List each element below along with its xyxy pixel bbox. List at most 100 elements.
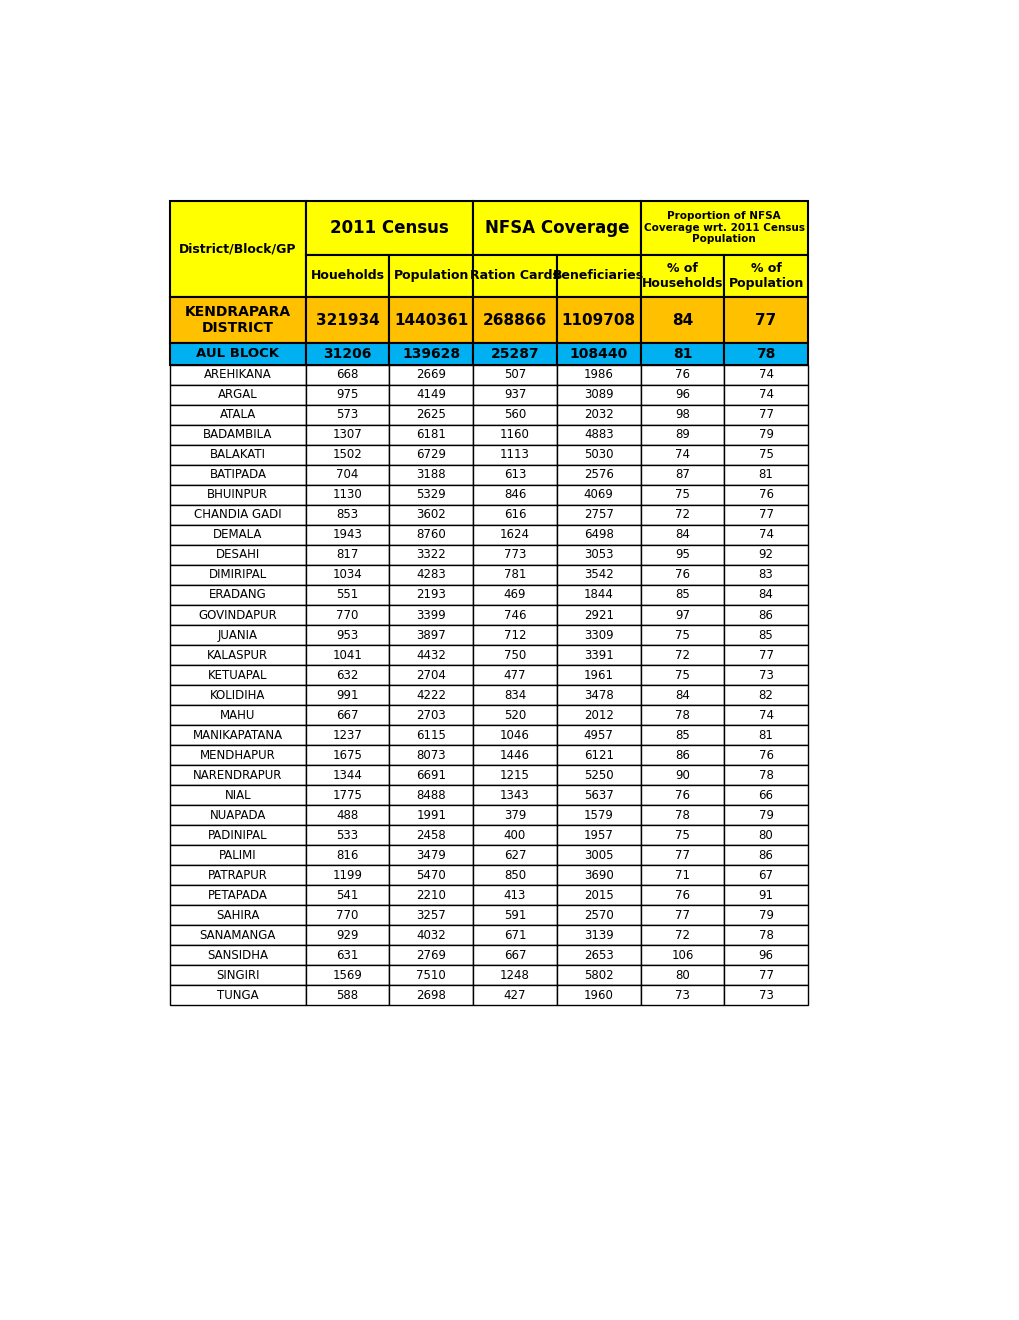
- Text: 86: 86: [758, 609, 772, 622]
- Bar: [556, 825, 640, 845]
- Text: KALASPUR: KALASPUR: [207, 648, 268, 661]
- Text: PATRAPUR: PATRAPUR: [208, 869, 268, 882]
- Bar: [170, 525, 306, 545]
- Text: 268866: 268866: [482, 313, 546, 327]
- Text: 77: 77: [758, 508, 772, 521]
- Text: 95: 95: [675, 548, 689, 561]
- Text: NUAPADA: NUAPADA: [210, 809, 266, 822]
- Bar: [640, 506, 723, 525]
- Bar: [640, 744, 723, 766]
- Bar: [723, 605, 807, 626]
- Bar: [306, 785, 389, 805]
- Bar: [556, 255, 640, 297]
- Text: 321934: 321934: [316, 313, 379, 327]
- Bar: [556, 297, 640, 343]
- Text: 77: 77: [675, 908, 689, 921]
- Bar: [170, 405, 306, 425]
- Bar: [170, 385, 306, 405]
- Text: ATALA: ATALA: [220, 408, 256, 421]
- Bar: [473, 506, 556, 525]
- Bar: [170, 825, 306, 845]
- Bar: [723, 705, 807, 725]
- Bar: [389, 405, 473, 425]
- Bar: [306, 945, 389, 965]
- Text: 816: 816: [336, 849, 359, 862]
- Bar: [389, 297, 473, 343]
- Text: 97: 97: [675, 609, 689, 622]
- Bar: [556, 605, 640, 626]
- Bar: [723, 886, 807, 906]
- Text: 2669: 2669: [416, 368, 446, 381]
- Text: 632: 632: [336, 668, 359, 681]
- Text: 78: 78: [675, 809, 689, 822]
- Text: 2653: 2653: [583, 949, 613, 962]
- Bar: [473, 645, 556, 665]
- Bar: [723, 985, 807, 1006]
- Text: 3399: 3399: [416, 609, 445, 622]
- Text: 79: 79: [758, 809, 772, 822]
- Text: 3478: 3478: [583, 689, 613, 702]
- Text: PALIMI: PALIMI: [219, 849, 257, 862]
- Bar: [306, 565, 389, 585]
- Text: SAHIRA: SAHIRA: [216, 908, 260, 921]
- Bar: [723, 725, 807, 744]
- Bar: [473, 766, 556, 785]
- Text: SINGIRI: SINGIRI: [216, 969, 260, 982]
- Text: 3391: 3391: [583, 648, 613, 661]
- Text: 2193: 2193: [416, 589, 445, 602]
- Bar: [640, 785, 723, 805]
- Bar: [723, 297, 807, 343]
- Text: 853: 853: [336, 508, 359, 521]
- Bar: [389, 965, 473, 985]
- Bar: [389, 484, 473, 506]
- Text: SANSIDHA: SANSIDHA: [207, 949, 268, 962]
- Bar: [473, 297, 556, 343]
- Text: 81: 81: [758, 469, 772, 482]
- Bar: [473, 525, 556, 545]
- Text: 3188: 3188: [416, 469, 445, 482]
- Text: 76: 76: [675, 368, 689, 381]
- Bar: [473, 744, 556, 766]
- Text: 750: 750: [503, 648, 526, 661]
- Text: 75: 75: [758, 449, 772, 462]
- Bar: [389, 705, 473, 725]
- Bar: [389, 685, 473, 705]
- Text: 80: 80: [675, 969, 689, 982]
- Text: 91: 91: [758, 888, 772, 902]
- Bar: [473, 343, 556, 364]
- Bar: [306, 705, 389, 725]
- Bar: [306, 925, 389, 945]
- Bar: [723, 506, 807, 525]
- Text: 1199: 1199: [332, 869, 362, 882]
- Text: 834: 834: [503, 689, 526, 702]
- Bar: [723, 445, 807, 465]
- Bar: [473, 545, 556, 565]
- Text: 4222: 4222: [416, 689, 446, 702]
- Bar: [723, 343, 807, 364]
- Text: 75: 75: [675, 628, 689, 642]
- Bar: [723, 845, 807, 866]
- Bar: [473, 866, 556, 886]
- Text: 613: 613: [503, 469, 526, 482]
- Bar: [556, 766, 640, 785]
- Text: Ration Cards: Ration Cards: [470, 269, 559, 282]
- Text: 588: 588: [336, 989, 359, 1002]
- Text: SANAMANGA: SANAMANGA: [200, 929, 276, 942]
- Text: 533: 533: [336, 829, 359, 842]
- Bar: [170, 845, 306, 866]
- Text: 87: 87: [675, 469, 689, 482]
- Text: Houeholds: Houeholds: [311, 269, 384, 282]
- Bar: [640, 845, 723, 866]
- Bar: [170, 925, 306, 945]
- Bar: [640, 925, 723, 945]
- Bar: [640, 605, 723, 626]
- Text: 96: 96: [675, 388, 689, 401]
- Text: 1034: 1034: [332, 569, 362, 582]
- Text: 71: 71: [675, 869, 689, 882]
- Text: 1569: 1569: [332, 969, 362, 982]
- Text: 1502: 1502: [332, 449, 362, 462]
- Text: 817: 817: [336, 548, 359, 561]
- Bar: [556, 626, 640, 645]
- Text: 1440361: 1440361: [393, 313, 468, 327]
- Text: 2015: 2015: [583, 888, 613, 902]
